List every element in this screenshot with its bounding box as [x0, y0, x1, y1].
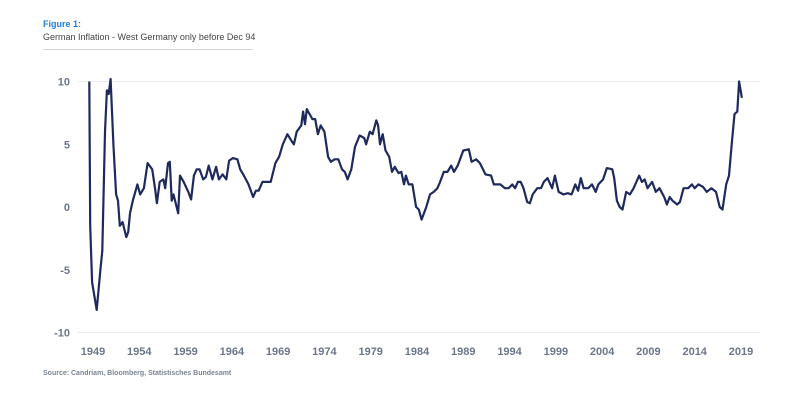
y-tick-label: 5: [64, 139, 70, 151]
x-tick-label: 1989: [451, 346, 475, 358]
x-tick-label: 1999: [544, 346, 568, 358]
x-tick-label: 2019: [729, 346, 753, 358]
x-tick-label: 2014: [682, 346, 707, 358]
x-tick-label: 2004: [590, 346, 615, 358]
x-tick-label: 1959: [173, 346, 197, 358]
x-tick-label: 2009: [636, 346, 660, 358]
x-tick-label: 1994: [497, 346, 522, 358]
y-tick-label: 0: [64, 202, 70, 214]
y-tick-label: -5: [60, 265, 70, 277]
chart-subtitle: German Inflation - West Germany only bef…: [43, 32, 256, 42]
x-tick-label: 1949: [81, 346, 105, 358]
x-tick-label: 1974: [312, 346, 337, 358]
x-tick-label: 1954: [127, 346, 152, 358]
series-line-german-inflation: [88, 77, 743, 311]
y-tick-label: -10: [54, 328, 70, 340]
figure-label: Figure 1:: [43, 19, 82, 29]
title-divider: [43, 49, 253, 50]
x-tick-label: 1964: [220, 346, 245, 358]
x-tick-label: 1984: [405, 346, 430, 358]
source-note: Source: Candriam, Bloomberg, Statistisch…: [43, 370, 232, 377]
x-tick-label: 1979: [358, 346, 382, 358]
x-tick-label: 1969: [266, 346, 290, 358]
y-tick-label: 10: [58, 77, 70, 89]
